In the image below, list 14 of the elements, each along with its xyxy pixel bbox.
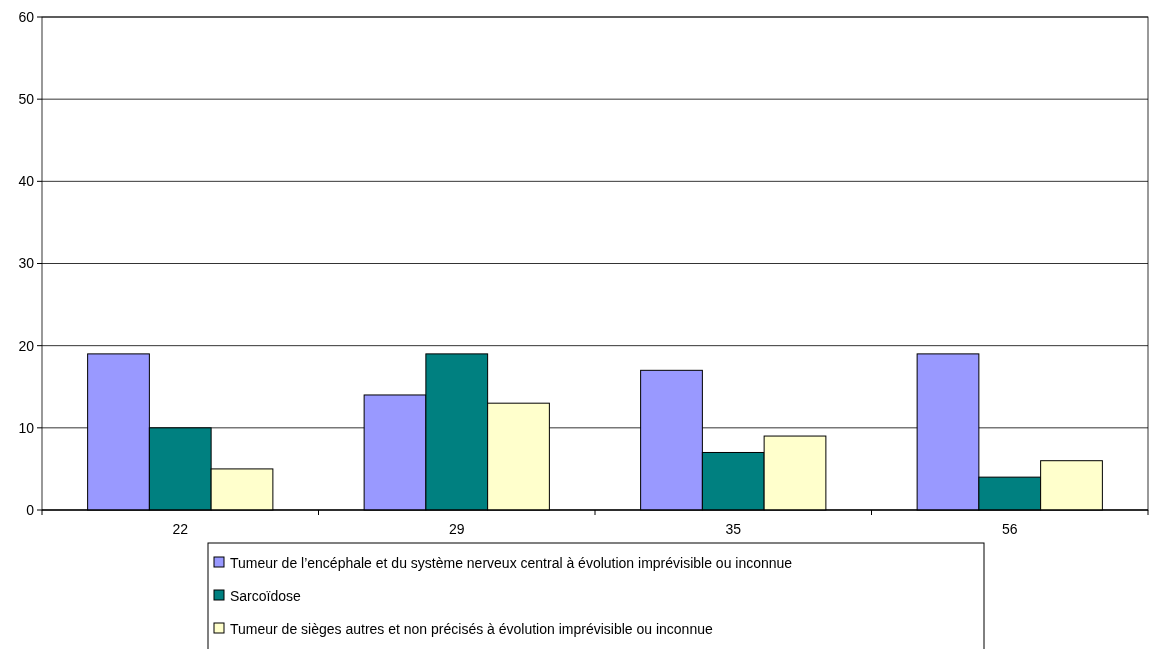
y-tick-label: 0 <box>26 501 35 518</box>
x-tick-label: 22 <box>172 521 189 537</box>
y-tick-label: 10 <box>18 419 35 436</box>
x-tick-label: 35 <box>725 521 742 537</box>
y-tick-label: 60 <box>18 8 35 25</box>
x-tick-label: 29 <box>448 521 465 537</box>
y-tick-label: 20 <box>18 337 35 354</box>
x-tick-label: 56 <box>1001 521 1018 537</box>
legend-label: Tumeur de l’encéphale et du système nerveux central à évolution imprévisible ou inconnue <box>230 555 793 571</box>
y-tick-label: 50 <box>18 91 35 108</box>
y-tick-label: 30 <box>18 255 35 272</box>
legend-label: Tumeur de sièges autres et non précisés à évolution imprévisible ou inconnue <box>230 621 713 637</box>
y-tick-label: 40 <box>18 173 35 190</box>
legend-label: Sarcoïdose <box>230 588 302 604</box>
